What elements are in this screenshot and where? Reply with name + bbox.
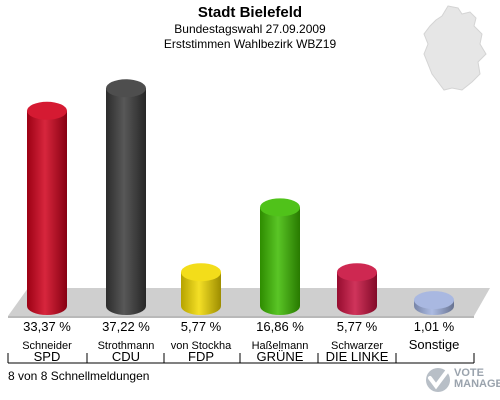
party-label: SPD: [34, 349, 61, 364]
page-title: Stadt Bielefeld: [197, 4, 303, 21]
value-label: 5,77 %: [181, 319, 222, 334]
candidate-label: Haßelmann: [252, 340, 309, 352]
bar-cdu: [106, 79, 146, 315]
bar-sonstige: [414, 291, 454, 315]
party-label: GRÜNE: [257, 349, 304, 364]
election-subtitle: Bundestagswahl 27.09.2009: [174, 22, 326, 36]
bar-die-linke: [337, 263, 377, 315]
germany-map-icon: [423, 5, 487, 91]
party-label: DIE LINKE: [326, 349, 389, 364]
candidate-label: Schneider: [22, 340, 72, 352]
party-label: Sonstige: [409, 337, 460, 352]
candidate-label: von Stockha: [171, 340, 232, 352]
report-status: 8 von 8 Schnellmeldungen: [8, 369, 150, 383]
votemanager-logo: VOTE MANAGER: [424, 364, 500, 398]
value-label: 33,37 %: [23, 319, 71, 334]
value-label: 1,01 %: [414, 319, 455, 334]
district-subtitle: Erststimmen Wahlbezirk WBZ19: [163, 37, 337, 51]
bar-spd: [27, 101, 67, 316]
value-label: 5,77 %: [337, 319, 378, 334]
value-label: 16,86 %: [256, 319, 304, 334]
candidate-label: Strothmann: [98, 340, 155, 352]
party-label: CDU: [112, 349, 140, 364]
party-label: FDP: [188, 349, 214, 364]
bar-fdp: [181, 263, 221, 315]
value-label: 37,22 %: [102, 319, 150, 334]
candidate-label: Schwarzer: [331, 340, 383, 352]
bar-grüne: [260, 198, 300, 315]
checkmark-icon: [426, 368, 450, 392]
